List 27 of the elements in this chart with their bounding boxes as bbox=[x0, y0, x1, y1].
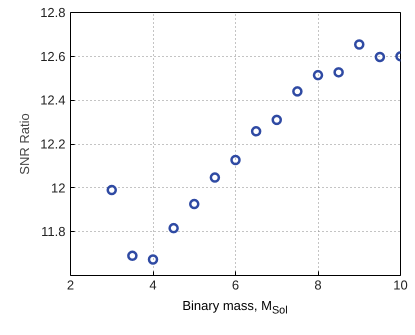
point bbox=[168, 222, 179, 234]
point bbox=[230, 154, 241, 166]
x-tick-label: 2 bbox=[66, 278, 74, 292]
x-tick-label: 8 bbox=[314, 278, 322, 292]
y-tick-label: 12.4 bbox=[40, 92, 66, 108]
point bbox=[272, 114, 282, 126]
x-tick-label: 10 bbox=[393, 278, 408, 292]
x-tick-label: 4 bbox=[149, 278, 157, 292]
y-tick-label: 12.8 bbox=[40, 5, 66, 20]
point bbox=[189, 198, 200, 210]
point bbox=[127, 250, 138, 262]
point bbox=[210, 172, 220, 183]
y-tick-label: 12.2 bbox=[40, 136, 66, 152]
point bbox=[354, 39, 364, 50]
point bbox=[106, 184, 117, 196]
y-axis-title: SNR Ratio bbox=[17, 113, 32, 175]
y-tick-label: 12.6 bbox=[40, 48, 66, 64]
point bbox=[312, 70, 324, 80]
y-tick-label: 11.8 bbox=[41, 224, 66, 240]
point bbox=[333, 67, 344, 78]
point bbox=[148, 254, 158, 265]
x-tick-label: 6 bbox=[232, 278, 240, 292]
x-axis-title: Binary mass, M$_{Sol}$ bbox=[182, 297, 288, 319]
point bbox=[374, 52, 386, 62]
point bbox=[250, 126, 262, 137]
point bbox=[292, 86, 303, 97]
y-tick-label: 12 bbox=[51, 180, 66, 196]
